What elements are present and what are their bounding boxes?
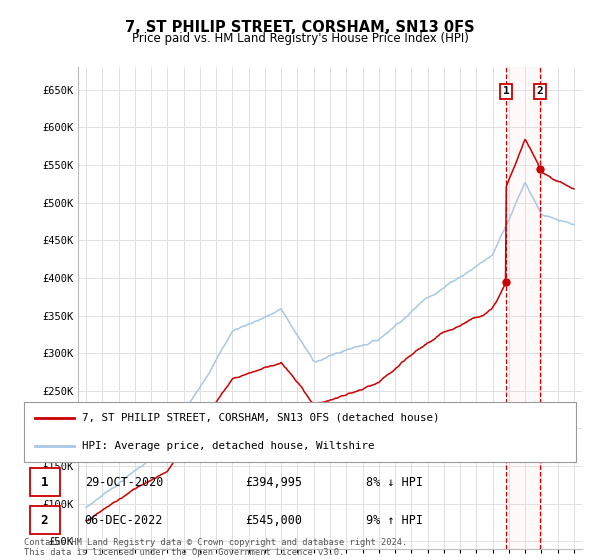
Text: 1: 1 [503,86,509,96]
Text: HPI: Average price, detached house, Wiltshire: HPI: Average price, detached house, Wilt… [82,441,374,451]
Text: Price paid vs. HM Land Registry's House Price Index (HPI): Price paid vs. HM Land Registry's House … [131,32,469,45]
Text: 2: 2 [41,514,48,526]
Bar [506,67,540,549]
Text: 29-OCT-2020: 29-OCT-2020 [85,476,163,489]
Text: Contains HM Land Registry data © Crown copyright and database right 2024.
This d: Contains HM Land Registry data © Crown c… [24,538,407,557]
Text: 7, ST PHILIP STREET, CORSHAM, SN13 0FS: 7, ST PHILIP STREET, CORSHAM, SN13 0FS [125,20,475,35]
FancyBboxPatch shape [24,402,576,462]
Text: £394,995: £394,995 [245,476,302,489]
Text: 7, ST PHILIP STREET, CORSHAM, SN13 0FS (detached house): 7, ST PHILIP STREET, CORSHAM, SN13 0FS (… [82,413,439,423]
FancyBboxPatch shape [29,506,60,534]
Text: 06-DEC-2022: 06-DEC-2022 [85,514,163,526]
FancyBboxPatch shape [29,468,60,496]
Text: 1: 1 [41,476,48,489]
Text: 9% ↑ HPI: 9% ↑ HPI [366,514,423,526]
Text: £545,000: £545,000 [245,514,302,526]
Text: 8% ↓ HPI: 8% ↓ HPI [366,476,423,489]
Text: 2: 2 [536,86,544,96]
